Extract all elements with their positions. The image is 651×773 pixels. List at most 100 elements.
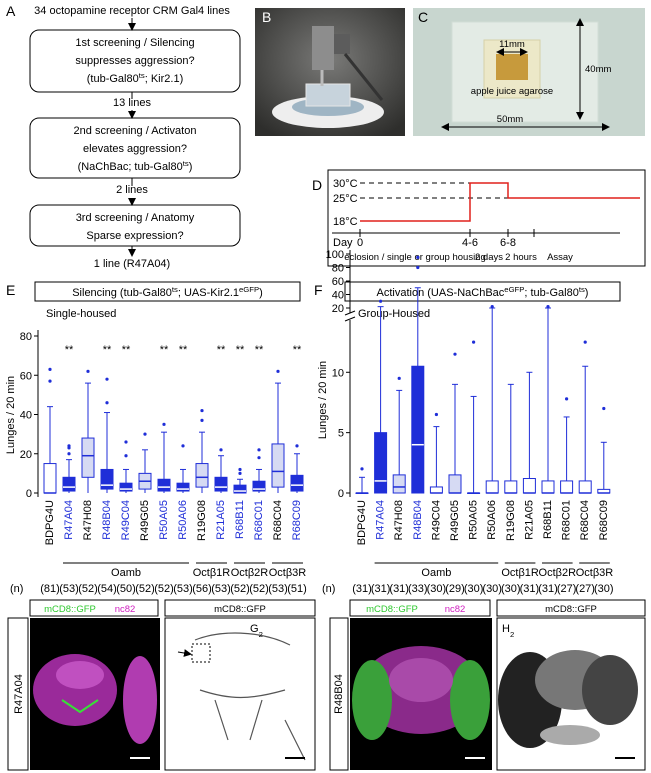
- group-label: Octβ3R: [576, 567, 614, 579]
- day-label: 0: [357, 237, 363, 249]
- chart-title: Activation (UAS-NaChBaceGFP; tub-Gal80ts…: [377, 285, 589, 300]
- flow-text: 1st screening / Silencing: [75, 37, 194, 49]
- text-part: 3rd screening / Anatomy: [76, 212, 195, 224]
- box: [522, 478, 536, 494]
- x-tick-label: R50A06: [486, 500, 498, 540]
- outlier: [124, 440, 128, 444]
- outlier: [105, 401, 109, 405]
- box: [374, 432, 388, 494]
- text-part: 1st screening / Silencing: [75, 37, 194, 49]
- dimension-label: 11mm: [499, 39, 525, 50]
- box: [485, 480, 499, 494]
- outlier: [583, 340, 587, 344]
- photo-arena-dish: [413, 8, 645, 136]
- group-label: Oamb: [111, 567, 141, 579]
- sample-size: (31): [352, 583, 372, 595]
- group-label: Octβ2R: [231, 567, 269, 579]
- stain-label: nc82: [115, 604, 136, 615]
- y-axis-label: Lunges / 20 min: [5, 376, 17, 454]
- panel-letter: A: [6, 3, 16, 19]
- group-label: Octβ1R: [501, 567, 539, 579]
- significance: **: [103, 344, 112, 356]
- text-part: ts: [172, 285, 178, 294]
- outlier: [124, 454, 128, 458]
- panel-letter: B: [262, 9, 271, 25]
- text-part: ; UAS-Kir2.1: [178, 287, 239, 299]
- outlier: [105, 377, 109, 381]
- sample-size: (52): [78, 583, 98, 595]
- sample-size: (31): [538, 583, 558, 595]
- text-part: ts: [139, 71, 145, 80]
- line-label: R47A04: [13, 674, 25, 714]
- phase-label: 2 days: [475, 252, 503, 263]
- flow-count: 2 lines: [116, 184, 148, 196]
- axis-break: [344, 316, 356, 322]
- dish-caption: apple juice agarose: [471, 86, 553, 97]
- sample-size: (53): [173, 583, 193, 595]
- box: [578, 480, 592, 494]
- text-part: ; tub-Gal80: [524, 287, 578, 299]
- text-part: elevates aggression?: [83, 143, 187, 155]
- y-tick-label: 60: [332, 276, 344, 288]
- outlier: [490, 305, 494, 309]
- y-tick-label: 100: [326, 249, 344, 261]
- day-label: 6-8: [500, 237, 516, 249]
- axis-label: Day: [333, 237, 353, 249]
- outlier: [602, 406, 606, 411]
- temperature-label: 18°C: [333, 216, 358, 228]
- x-tick-label: R68C01: [253, 500, 265, 540]
- outlier: [453, 352, 457, 356]
- box: [560, 480, 574, 494]
- sample-size: (27): [557, 583, 577, 595]
- outlier: [276, 369, 280, 373]
- box: [176, 482, 190, 492]
- timeline: [327, 169, 646, 267]
- y-tick-label: 40: [20, 410, 32, 422]
- temperature-label: 25°C: [333, 193, 358, 205]
- y-tick-label: 80: [332, 263, 344, 275]
- chart-title: Silencing (tub-Gal80ts; UAS-Kir2.1eGFP): [72, 285, 263, 300]
- sample-size: (30): [594, 583, 614, 595]
- text-part: ): [259, 287, 263, 299]
- sample-size: (31): [389, 583, 409, 595]
- x-tick-label: R68B11: [542, 500, 554, 539]
- panel-letter: F: [314, 282, 323, 298]
- group-label: Oamb: [421, 567, 451, 579]
- significance: **: [65, 344, 74, 356]
- sample-size: (31): [371, 583, 391, 595]
- x-tick-label: R19G08: [196, 500, 208, 541]
- box: [233, 484, 247, 494]
- flow-text: (NaChBac; tub-Gal80ts): [78, 159, 193, 174]
- sample-size: (51): [287, 583, 307, 595]
- line-label: R48B04: [333, 674, 345, 714]
- x-tick-label: R68C01: [561, 500, 573, 540]
- panel-letter: D: [312, 177, 322, 193]
- box: [429, 486, 443, 494]
- group-label: Octβ3R: [269, 567, 307, 579]
- y-tick-label: 10: [332, 367, 344, 379]
- sample-size: (52): [135, 583, 155, 595]
- outlier: [238, 467, 242, 472]
- significance: **: [217, 344, 226, 356]
- stain-label: mCD8::GFP: [214, 604, 266, 615]
- phase-label: 2 hours: [505, 252, 537, 263]
- text-part: ts: [579, 285, 585, 294]
- x-tick-label: R47A04: [63, 500, 75, 540]
- y-tick-label: 60: [20, 370, 32, 382]
- flow-text: Sparse expression?: [86, 230, 183, 242]
- text-part: ts: [183, 159, 189, 168]
- significance: **: [122, 344, 131, 356]
- box: [214, 476, 228, 492]
- x-tick-label: R21A05: [523, 500, 535, 540]
- flow-text: 3rd screening / Anatomy: [76, 212, 195, 224]
- phase-label: eclosion / single or group housing: [344, 252, 486, 263]
- x-tick-label: R49G05: [449, 500, 461, 541]
- photo-arena-setup: [255, 8, 405, 136]
- sample-size: (81): [40, 583, 60, 595]
- chart-subtitle: Group-Housed: [358, 308, 430, 320]
- box: [43, 463, 57, 494]
- text-part: 2: [510, 630, 514, 639]
- x-tick-label: R19G08: [505, 500, 517, 541]
- x-tick-label: BDPG4U: [356, 500, 368, 545]
- sample-size: (52): [249, 583, 269, 595]
